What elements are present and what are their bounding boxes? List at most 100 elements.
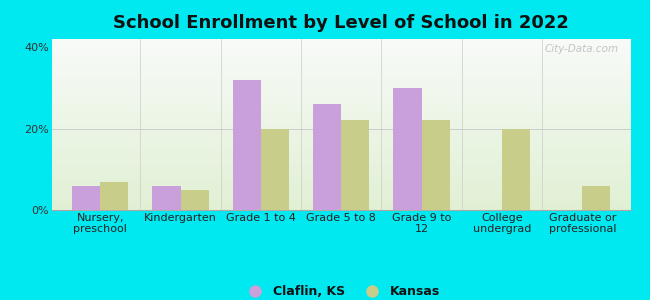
Bar: [100, 182, 128, 210]
Bar: [52, 48, 630, 49]
Bar: [52, 186, 630, 188]
Title: School Enrollment by Level of School in 2022: School Enrollment by Level of School in …: [113, 14, 569, 32]
Bar: [52, 171, 630, 172]
Bar: [52, 42, 630, 44]
Bar: [341, 120, 369, 210]
Bar: [52, 155, 630, 157]
Bar: [52, 53, 630, 54]
Bar: [52, 142, 630, 143]
Bar: [52, 148, 630, 150]
Bar: [52, 179, 630, 181]
Bar: [52, 80, 630, 82]
Bar: [52, 63, 630, 65]
Bar: [52, 78, 630, 80]
Bar: [52, 159, 630, 161]
Bar: [52, 59, 630, 61]
Bar: [52, 109, 630, 111]
Bar: [52, 128, 630, 130]
Bar: [52, 162, 630, 164]
Bar: [52, 143, 630, 145]
Bar: [52, 133, 630, 135]
Bar: [52, 169, 630, 171]
Bar: [52, 97, 630, 99]
Bar: [52, 202, 630, 203]
Bar: [52, 119, 630, 121]
Bar: [52, 196, 630, 198]
Bar: [52, 56, 630, 58]
Bar: [52, 121, 630, 123]
Bar: [52, 46, 630, 47]
Bar: [52, 174, 630, 176]
Bar: [52, 150, 630, 152]
Text: City-Data.com: City-Data.com: [545, 44, 619, 54]
Bar: [153, 186, 181, 210]
Bar: [52, 114, 630, 116]
Bar: [52, 82, 630, 83]
Bar: [52, 207, 630, 208]
Bar: [52, 160, 630, 162]
Bar: [52, 73, 630, 75]
Bar: [52, 65, 630, 66]
Bar: [52, 183, 630, 184]
Bar: [52, 145, 630, 147]
Bar: [52, 176, 630, 178]
Bar: [52, 58, 630, 59]
Bar: [52, 44, 630, 46]
Bar: [52, 126, 630, 128]
Legend: Claflin, KS, Kansas: Claflin, KS, Kansas: [237, 280, 445, 300]
Bar: [52, 140, 630, 142]
Bar: [52, 200, 630, 202]
Bar: [52, 167, 630, 169]
Bar: [52, 198, 630, 200]
Bar: [52, 195, 630, 196]
Bar: [52, 49, 630, 51]
Bar: [233, 80, 261, 210]
Bar: [52, 92, 630, 94]
Bar: [52, 184, 630, 186]
Bar: [52, 147, 630, 148]
Bar: [52, 135, 630, 137]
Bar: [313, 104, 341, 210]
Bar: [52, 107, 630, 109]
Bar: [52, 205, 630, 207]
Bar: [52, 68, 630, 70]
Bar: [52, 208, 630, 210]
Bar: [52, 100, 630, 102]
Bar: [52, 87, 630, 88]
Bar: [72, 186, 100, 210]
Bar: [502, 129, 530, 210]
Bar: [52, 83, 630, 85]
Bar: [52, 39, 630, 41]
Bar: [52, 181, 630, 183]
Bar: [52, 70, 630, 71]
Bar: [52, 138, 630, 140]
Bar: [52, 191, 630, 193]
Bar: [52, 188, 630, 190]
Bar: [582, 186, 610, 210]
Bar: [52, 75, 630, 76]
Bar: [52, 124, 630, 126]
Bar: [52, 193, 630, 195]
Bar: [52, 203, 630, 205]
Bar: [52, 130, 630, 131]
Bar: [52, 51, 630, 53]
Bar: [52, 66, 630, 68]
Bar: [52, 136, 630, 138]
Bar: [52, 95, 630, 97]
Bar: [52, 106, 630, 107]
Bar: [52, 85, 630, 87]
Bar: [52, 164, 630, 166]
Bar: [181, 190, 209, 210]
Bar: [422, 120, 450, 210]
Bar: [52, 118, 630, 119]
Bar: [52, 54, 630, 56]
Bar: [52, 94, 630, 95]
Bar: [52, 131, 630, 133]
Bar: [393, 88, 422, 210]
Bar: [52, 99, 630, 100]
Bar: [52, 88, 630, 90]
Bar: [261, 129, 289, 210]
Bar: [52, 112, 630, 114]
Bar: [52, 104, 630, 106]
Bar: [52, 116, 630, 118]
